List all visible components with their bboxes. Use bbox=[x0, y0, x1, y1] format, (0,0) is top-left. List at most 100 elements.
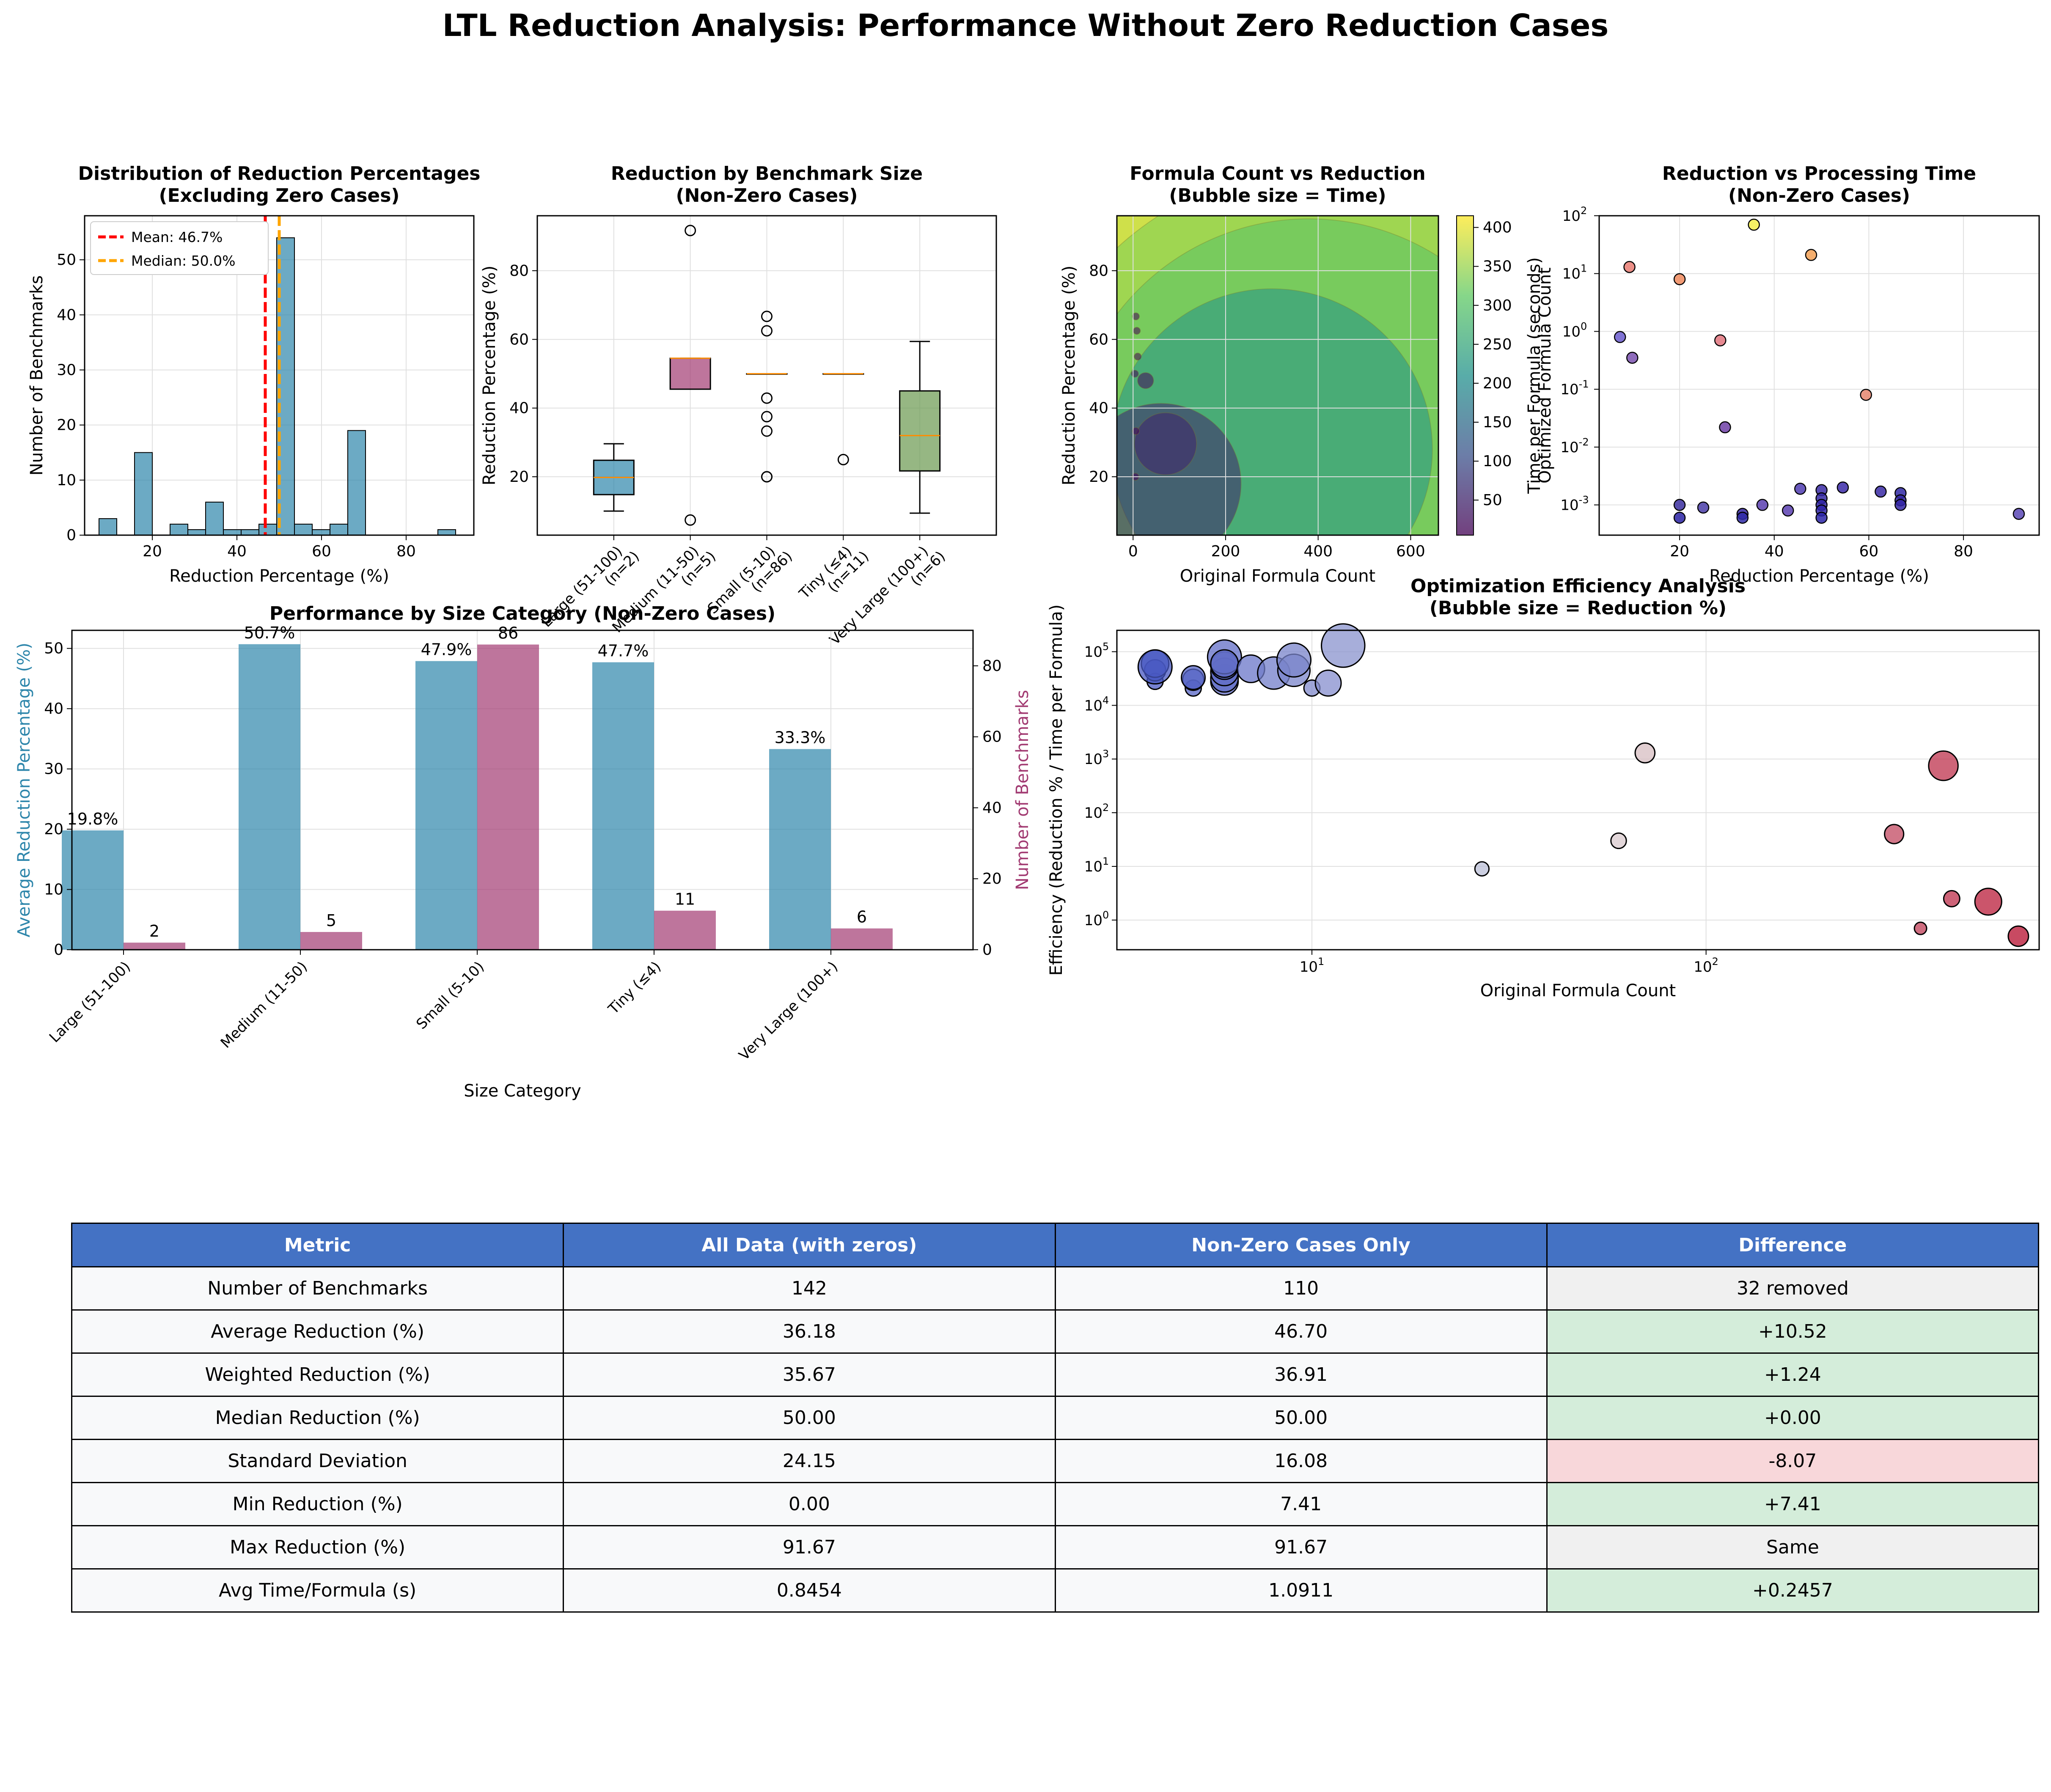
table-row: Min Reduction (%) 0.00 7.41 +7.41 bbox=[71, 1482, 2040, 1526]
bubble-xtick-2-label: 400 bbox=[1303, 543, 1333, 560]
eff-point-21 bbox=[1610, 832, 1627, 849]
time-point-10 bbox=[1736, 511, 1749, 524]
eff-ytick-1-label: 101 bbox=[1084, 855, 1109, 875]
eff-ytick-2-label: 102 bbox=[1084, 802, 1109, 822]
table-body: Number of Benchmarks 142 110 32 removed Aver… bbox=[71, 1266, 2040, 1613]
box-1-flier-0 bbox=[685, 514, 696, 526]
eff-ylabel: Efficiency (Reduction % / Time per Formu… bbox=[1047, 605, 1066, 976]
time-frame bbox=[1598, 215, 2040, 536]
colorbar-tick-1-label: 100 bbox=[1483, 453, 1512, 470]
size-xtick-0-label: Large (51-100) bbox=[46, 958, 134, 1046]
colorbar-bar bbox=[1456, 215, 1474, 536]
bubble-xtick-3-label: 600 bbox=[1396, 543, 1425, 560]
time-point-2 bbox=[1626, 352, 1639, 364]
box-2-flier-5 bbox=[761, 325, 773, 337]
time-point-6 bbox=[1697, 501, 1710, 514]
hist-bar-4 bbox=[205, 501, 224, 536]
time-ytick-5-label: 102 bbox=[1562, 205, 1587, 225]
time-point-21 bbox=[1837, 481, 1849, 494]
bubble-ytick-1-label: 40 bbox=[1089, 400, 1108, 417]
box-2-flier-1 bbox=[761, 471, 773, 483]
size-bar-count-0 bbox=[124, 943, 185, 950]
hist-title-line-1: Distribution of Reduction Percentages bbox=[78, 163, 480, 184]
time-xtick-1-label: 40 bbox=[1765, 543, 1784, 560]
bubble-title-line-1: Formula Count vs Reduction bbox=[1130, 163, 1425, 184]
time-point-5 bbox=[1673, 511, 1686, 524]
hist-ylabel: Number of Benchmarks bbox=[27, 275, 47, 475]
size-y2tick-1-label: 20 bbox=[982, 870, 1002, 888]
size-label-count-4: 6 bbox=[857, 908, 867, 926]
hist-bar-8 bbox=[276, 237, 295, 536]
size-y2tick-3-label: 60 bbox=[982, 728, 1002, 746]
box-3-flier-0 bbox=[837, 453, 849, 465]
cell-metric: Standard Deviation bbox=[71, 1439, 564, 1483]
box-2-flier-3 bbox=[761, 411, 773, 423]
time-point-13 bbox=[1782, 504, 1794, 517]
eff-point-23 bbox=[1884, 824, 1905, 844]
eff-frame bbox=[1116, 629, 2040, 951]
table-header-all-data: All Data (with zeros) bbox=[563, 1223, 1056, 1267]
eff-point-16 bbox=[1276, 642, 1311, 678]
bubble-point-9 bbox=[1131, 369, 1139, 378]
eff-point-24 bbox=[1914, 921, 1927, 935]
bubble-frame bbox=[1116, 215, 1439, 536]
time-ytick-3-label: 100 bbox=[1562, 320, 1587, 340]
eff-title-line-2: (Bubble size = Reduction %) bbox=[1430, 597, 1727, 619]
cell-non-zero: 110 bbox=[1054, 1266, 1548, 1311]
hist-ytick-3-label: 30 bbox=[57, 361, 76, 379]
hist-xtick-0-label: 20 bbox=[143, 543, 162, 560]
box-ylabel: Reduction Percentage (%) bbox=[480, 266, 499, 486]
time-ytick-1-label: 10-2 bbox=[1560, 436, 1589, 456]
cell-metric: Weighted Reduction (%) bbox=[71, 1352, 564, 1397]
box-2-flier-6 bbox=[761, 311, 773, 322]
box-title-line-2: (Non-Zero Cases) bbox=[676, 185, 858, 206]
hist-frame bbox=[84, 215, 475, 536]
bubble-point-7 bbox=[1134, 412, 1197, 475]
size-ytick-1-label: 10 bbox=[44, 881, 63, 899]
bubble-point-14 bbox=[1133, 352, 1142, 361]
hist-bar-10 bbox=[312, 529, 330, 536]
cell-non-zero: 1.0911 bbox=[1054, 1568, 1548, 1613]
time-point-15 bbox=[1805, 249, 1817, 261]
bubble-point-8 bbox=[1137, 372, 1154, 389]
cell-all-data: 50.00 bbox=[563, 1396, 1056, 1440]
hist-bar-11 bbox=[330, 523, 348, 536]
bubble-xtick-1-label: 200 bbox=[1211, 543, 1240, 560]
colorbar-tick-5-label: 300 bbox=[1483, 297, 1512, 314]
hist-bar-13 bbox=[437, 529, 456, 536]
colorbar-tick-6-label: 350 bbox=[1483, 258, 1512, 275]
hist-title-line-2: (Excluding Zero Cases) bbox=[159, 185, 399, 206]
bubble-plot-area bbox=[1117, 216, 1438, 535]
hist-bar-0 bbox=[99, 518, 117, 536]
hist-legend-median-label: Median: 50.0% bbox=[131, 253, 235, 269]
size-xtick-1-label: Medium (11-50) bbox=[217, 958, 311, 1052]
size-y2tick-0-label: 0 bbox=[982, 941, 992, 959]
size-ytick-3-label: 30 bbox=[44, 761, 63, 778]
time-point-14 bbox=[1794, 483, 1806, 495]
size-ytick-2-label: 20 bbox=[44, 821, 63, 838]
time-title-line-2: (Non-Zero Cases) bbox=[1728, 185, 1910, 206]
size-title: Performance by Size Category (Non-Zero C… bbox=[269, 603, 775, 624]
summary-table: Metric All Data (with zeros) Non-Zero Ca… bbox=[71, 1223, 2040, 1613]
eff-xtick-1-label: 102 bbox=[1694, 956, 1718, 976]
hist-bar-5 bbox=[223, 529, 242, 536]
cell-metric: Median Reduction (%) bbox=[71, 1396, 564, 1440]
hist-xtick-2-label: 60 bbox=[312, 543, 331, 560]
cell-all-data: 24.15 bbox=[563, 1439, 1056, 1483]
size-bar-reduction-0 bbox=[62, 830, 124, 950]
size-y2tick-2-label: 40 bbox=[982, 799, 1002, 816]
eff-xlabel: Original Formula Count bbox=[1480, 981, 1676, 1000]
size-label-reduction-1: 50.7% bbox=[244, 624, 295, 642]
size-label-count-2: 86 bbox=[498, 624, 518, 643]
time-point-1 bbox=[1623, 261, 1636, 273]
box-2-flier-4 bbox=[761, 392, 773, 404]
box-ytick-1-label: 40 bbox=[509, 400, 529, 417]
colorbar-tick-4-label: 250 bbox=[1483, 336, 1512, 353]
hist-bar-6 bbox=[241, 529, 259, 536]
table-header-metric: Metric bbox=[71, 1223, 564, 1267]
cell-non-zero: 50.00 bbox=[1054, 1396, 1548, 1440]
colorbar-tick-7-label: 400 bbox=[1483, 219, 1512, 236]
time-point-0 bbox=[1614, 331, 1626, 343]
cell-difference: Same bbox=[1546, 1525, 2040, 1569]
